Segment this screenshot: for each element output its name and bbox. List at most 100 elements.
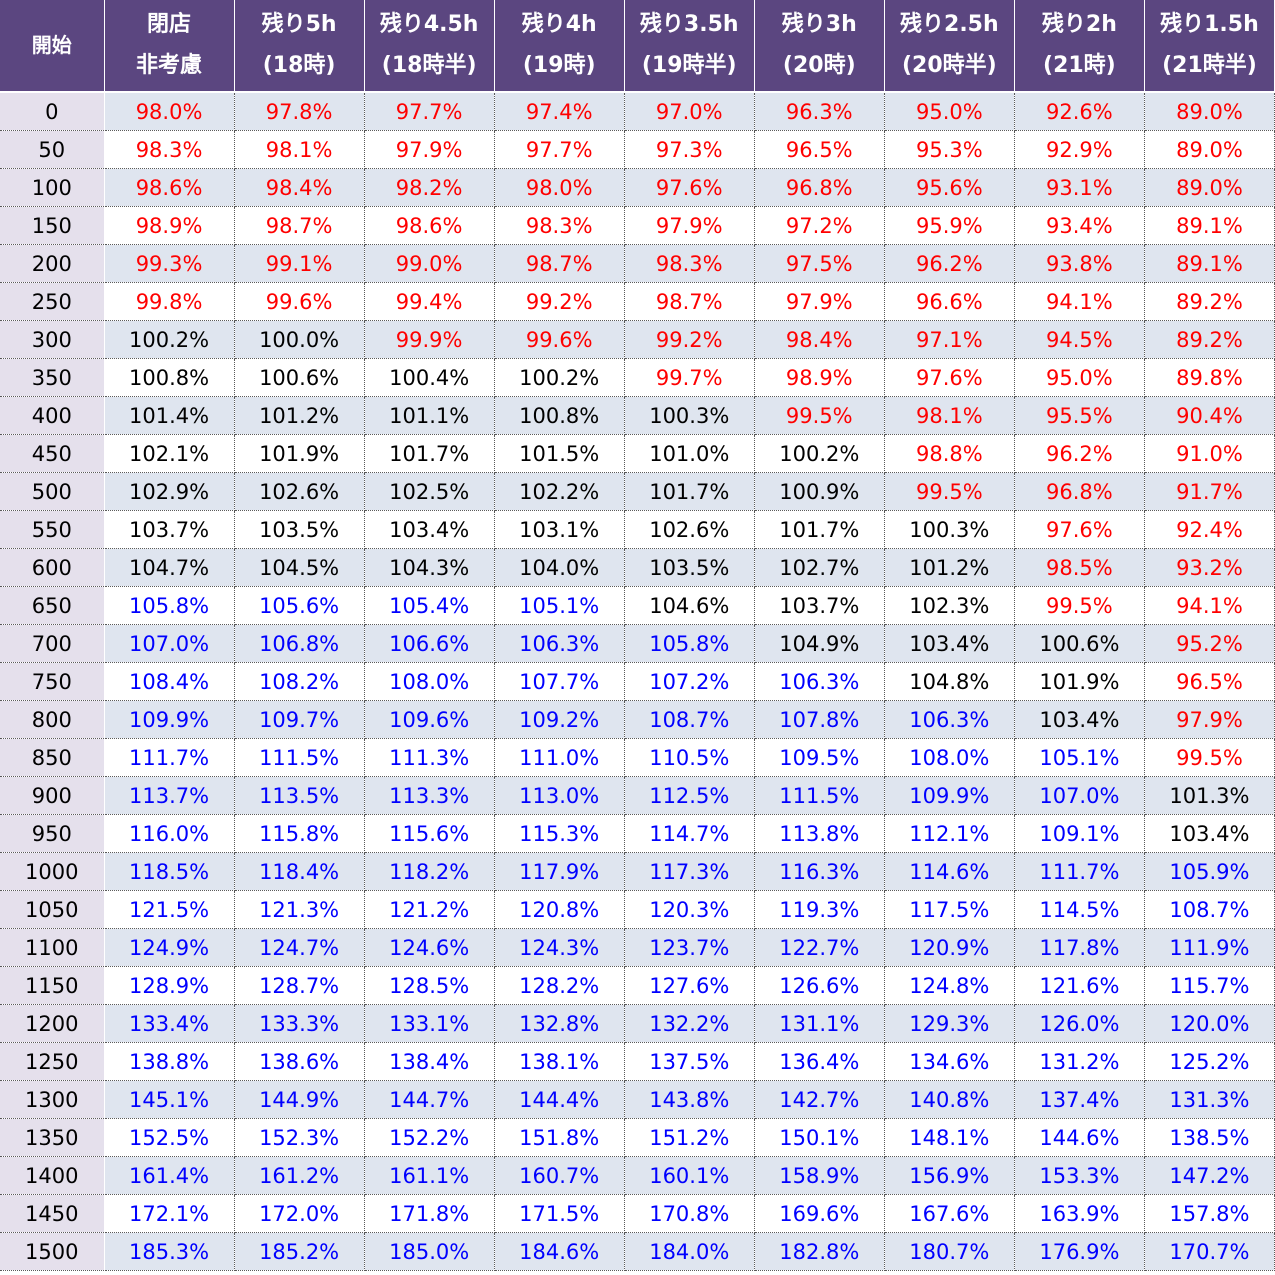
- rate-cell: 107.7%: [494, 662, 625, 701]
- rate-cell: 132.2%: [624, 1004, 755, 1043]
- rate-cell: 108.7%: [1144, 890, 1275, 929]
- column-header-line1: 残り3h: [781, 11, 857, 37]
- rate-cell: 102.7%: [754, 548, 885, 587]
- rate-cell: 185.2%: [234, 1232, 365, 1271]
- start-value-cell: 1500: [0, 1232, 105, 1271]
- rate-cell: 134.6%: [884, 1042, 1015, 1081]
- rate-cell: 101.2%: [884, 548, 1015, 587]
- rate-cell: 103.1%: [494, 510, 625, 549]
- rate-cell: 112.5%: [624, 776, 755, 815]
- column-header-line1: 残り2.5h: [900, 11, 999, 37]
- rate-cell: 89.1%: [1144, 206, 1275, 245]
- table-row: 100 98.6% 98.4% 98.2% 98.0% 97.6% 96.8% 95.6% 93…: [0, 168, 1275, 207]
- rate-cell: 156.9%: [884, 1156, 1015, 1195]
- rate-cell: 108.7%: [624, 700, 755, 739]
- rate-cell: 89.1%: [1144, 244, 1275, 283]
- rate-cell: 100.6%: [1014, 624, 1145, 663]
- rate-cell: 95.0%: [884, 92, 1015, 131]
- rate-cell: 115.8%: [234, 814, 365, 853]
- rate-cell: 113.5%: [234, 776, 365, 815]
- rate-cell: 117.9%: [494, 852, 625, 891]
- column-header-line1: 残り4.5h: [379, 11, 479, 37]
- rate-cell: 161.4%: [104, 1156, 235, 1195]
- rate-cell: 131.1%: [754, 1004, 885, 1043]
- rate-cell: 102.6%: [624, 510, 755, 549]
- rate-cell: 89.2%: [1144, 320, 1275, 359]
- rate-cell: 100.2%: [754, 434, 885, 473]
- rate-cell: 101.2%: [234, 396, 365, 435]
- start-value-cell: 650: [0, 586, 105, 625]
- table-row: 200 99.3% 99.1% 99.0% 98.7% 98.3% 97.5% 96.2% 93…: [0, 244, 1275, 283]
- rate-cell: 90.4%: [1144, 396, 1275, 435]
- rate-cell: 107.8%: [754, 700, 885, 739]
- rate-cell: 108.2%: [234, 662, 365, 701]
- rate-cell: 89.8%: [1144, 358, 1275, 397]
- rate-cell: 120.0%: [1144, 1004, 1275, 1043]
- table-row: 50 98.3% 98.1% 97.9% 97.7% 97.3% 96.5% 95.3% 92.…: [0, 130, 1275, 169]
- rate-cell: 102.1%: [104, 434, 235, 473]
- rate-cell: 103.5%: [234, 510, 365, 549]
- rate-cell: 103.4%: [1014, 700, 1145, 739]
- rate-cell: 124.6%: [364, 928, 495, 967]
- rate-cell: 96.8%: [754, 168, 885, 207]
- rate-cell: 97.9%: [364, 130, 495, 169]
- rate-cell: 102.2%: [494, 472, 625, 511]
- rate-cell: 114.7%: [624, 814, 755, 853]
- rate-cell: 93.4%: [1014, 206, 1145, 245]
- start-value-cell: 950: [0, 814, 105, 853]
- rate-cell: 104.3%: [364, 548, 495, 587]
- rate-cell: 98.3%: [104, 130, 235, 169]
- start-value-cell: 0: [0, 92, 105, 131]
- rate-cell: 96.8%: [1014, 472, 1145, 511]
- rate-cell: 96.3%: [754, 92, 885, 131]
- column-header: 残り2h (21時): [1014, 0, 1145, 93]
- rate-cell: 93.8%: [1014, 244, 1145, 283]
- rate-cell: 105.9%: [1144, 852, 1275, 891]
- rate-cell: 119.3%: [754, 890, 885, 929]
- rate-cell: 97.6%: [1014, 510, 1145, 549]
- column-header-line1: 残り5h: [261, 11, 337, 37]
- rate-cell: 185.3%: [104, 1232, 235, 1271]
- rate-cell: 98.4%: [754, 320, 885, 359]
- column-header: 残り4.5h (18時半): [364, 0, 495, 93]
- table-row: 950 116.0% 115.8% 115.6% 115.3% 114.7% 113.8% 1…: [0, 814, 1275, 853]
- rate-cell: 144.6%: [1014, 1118, 1145, 1157]
- rate-cell: 115.3%: [494, 814, 625, 853]
- rate-cell: 107.0%: [104, 624, 235, 663]
- rate-cell: 99.5%: [884, 472, 1015, 511]
- rate-cell: 100.4%: [364, 358, 495, 397]
- table-row: 350 100.8% 100.6% 100.4% 100.2% 99.7% 98.9% 97.…: [0, 358, 1275, 397]
- rate-cell: 176.9%: [1014, 1232, 1145, 1271]
- start-value-cell: 150: [0, 206, 105, 245]
- start-value-cell: 200: [0, 244, 105, 283]
- rate-cell: 163.9%: [1014, 1194, 1145, 1233]
- rate-cell: 111.5%: [754, 776, 885, 815]
- rate-cell: 107.2%: [624, 662, 755, 701]
- table-row: 1200 133.4% 133.3% 133.1% 132.8% 132.2% 131.1%…: [0, 1004, 1275, 1043]
- rate-cell: 185.0%: [364, 1232, 495, 1271]
- rate-cell: 93.1%: [1014, 168, 1145, 207]
- rate-cell: 172.1%: [104, 1194, 235, 1233]
- rate-cell: 99.6%: [234, 282, 365, 321]
- rate-cell: 171.8%: [364, 1194, 495, 1233]
- rate-cell: 98.1%: [884, 396, 1015, 435]
- table-row: 450 102.1% 101.9% 101.7% 101.5% 101.0% 100.2% 9…: [0, 434, 1275, 473]
- rate-cell: 95.2%: [1144, 624, 1275, 663]
- table-row: 700 107.0% 106.8% 106.6% 106.3% 105.8% 104.9% 1…: [0, 624, 1275, 663]
- start-value-cell: 300: [0, 320, 105, 359]
- rate-cell: 120.3%: [624, 890, 755, 929]
- rate-cell: 98.9%: [754, 358, 885, 397]
- rate-cell: 121.6%: [1014, 966, 1145, 1005]
- start-value-cell: 550: [0, 510, 105, 549]
- rate-cell: 109.7%: [234, 700, 365, 739]
- rate-cell: 97.4%: [494, 92, 625, 131]
- table-row: 1000 118.5% 118.4% 118.2% 117.9% 117.3% 116.3%…: [0, 852, 1275, 891]
- rate-cell: 101.0%: [624, 434, 755, 473]
- rate-cell: 121.2%: [364, 890, 495, 929]
- rate-cell: 100.2%: [104, 320, 235, 359]
- rate-cell: 101.9%: [234, 434, 365, 473]
- rate-cell: 98.7%: [624, 282, 755, 321]
- column-header-line2: (20時): [782, 52, 856, 78]
- rate-cell: 121.5%: [104, 890, 235, 929]
